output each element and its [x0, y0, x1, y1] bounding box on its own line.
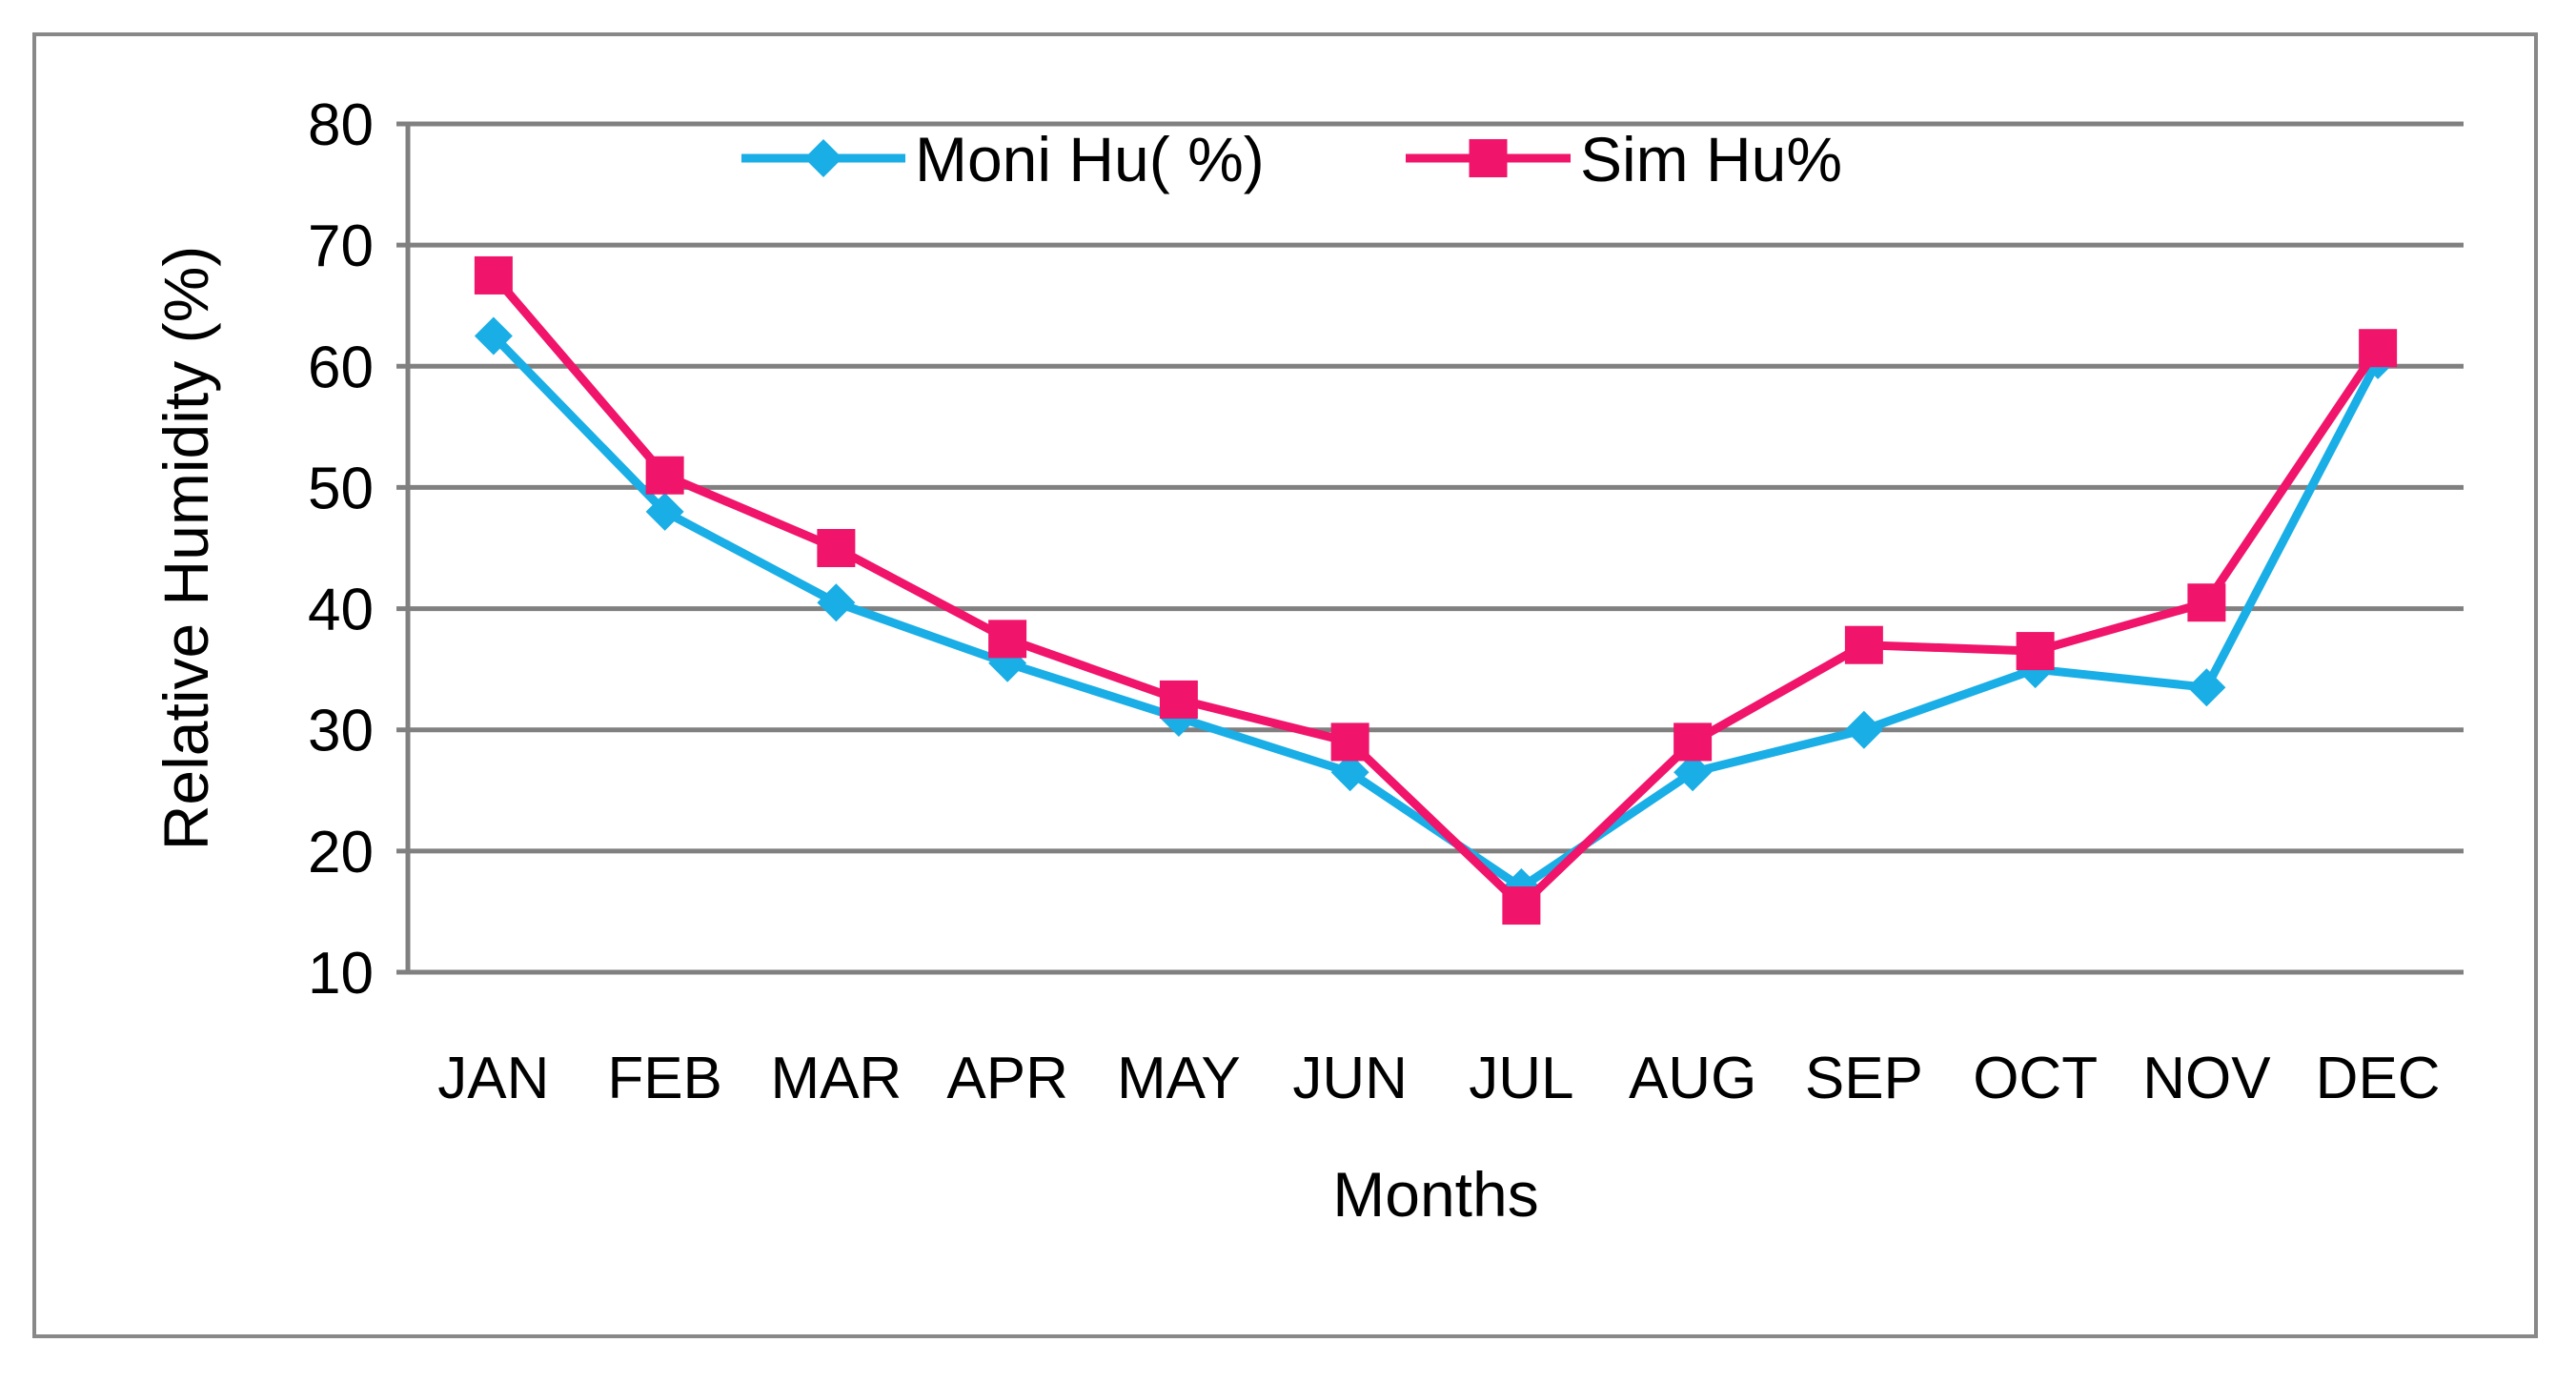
data-point — [988, 620, 1027, 659]
legend-item-sim-hu: Sim Hu% — [1406, 124, 1842, 194]
y-tick-label: 10 — [308, 941, 374, 1007]
data-point — [1502, 886, 1541, 925]
series-line — [490, 333, 2383, 892]
y-tick-label: 20 — [308, 820, 374, 885]
tick-labels: 10 20 30 40 50 60 70 80 JAN FEB MAR APR MAY JUN JUL AUG… — [308, 92, 2441, 1111]
data-point — [1159, 680, 1198, 719]
data-point — [1330, 753, 1369, 792]
data-point — [2187, 668, 2226, 707]
gridlines — [396, 121, 2464, 975]
data-point — [1673, 753, 1713, 792]
series-line — [490, 273, 2382, 910]
x-tick-label: AUG — [1629, 1046, 1756, 1111]
x-tick-label: APR — [946, 1046, 1067, 1111]
x-tick-label: MAR — [770, 1046, 902, 1111]
data-point — [2187, 583, 2226, 622]
series-moni-hu — [474, 316, 2398, 906]
y-tick-label: 60 — [308, 335, 374, 400]
x-axis-title: Months — [1332, 1159, 1538, 1230]
data-point — [1330, 722, 1369, 762]
legend: Moni Hu( %) Sim Hu% — [741, 124, 1842, 194]
y-tick-label: 70 — [308, 214, 374, 279]
data-point — [1844, 710, 1883, 749]
data-point — [474, 316, 513, 356]
data-point — [1844, 625, 1883, 664]
series-layer — [474, 255, 2398, 925]
x-tick-label: SEP — [1805, 1046, 1923, 1111]
legend-marker — [1469, 139, 1508, 177]
y-tick-label: 30 — [308, 699, 374, 764]
series-sim-hu — [474, 255, 2398, 925]
data-point — [2359, 329, 2398, 368]
x-tick-label: JAN — [437, 1046, 549, 1111]
data-point — [645, 456, 684, 495]
x-tick-label: MAY — [1117, 1046, 1241, 1111]
data-point — [817, 583, 856, 622]
x-tick-label: FEB — [607, 1046, 722, 1111]
legend-marker — [804, 139, 842, 177]
data-point — [474, 255, 513, 295]
x-tick-label: JUL — [1469, 1046, 1573, 1111]
x-tick-label: NOV — [2142, 1046, 2271, 1111]
chart-border — [32, 32, 2538, 1338]
x-tick-label: JUN — [1292, 1046, 1408, 1111]
x-tick-label: DEC — [2316, 1046, 2441, 1111]
data-point — [817, 529, 856, 567]
legend-label: Sim Hu% — [1580, 124, 1842, 194]
y-tick-label: 40 — [308, 578, 374, 643]
legend-item-moni-hu: Moni Hu( %) — [741, 124, 1265, 194]
y-axis-title: Relative Humidity (%) — [151, 246, 221, 850]
y-tick-label: 50 — [308, 456, 374, 521]
y-tick-label: 80 — [308, 92, 374, 158]
data-point — [2016, 632, 2055, 671]
data-point — [1673, 722, 1713, 762]
data-point — [645, 492, 684, 531]
legend-label: Moni Hu( %) — [915, 124, 1265, 194]
x-tick-label: OCT — [1973, 1046, 2098, 1111]
